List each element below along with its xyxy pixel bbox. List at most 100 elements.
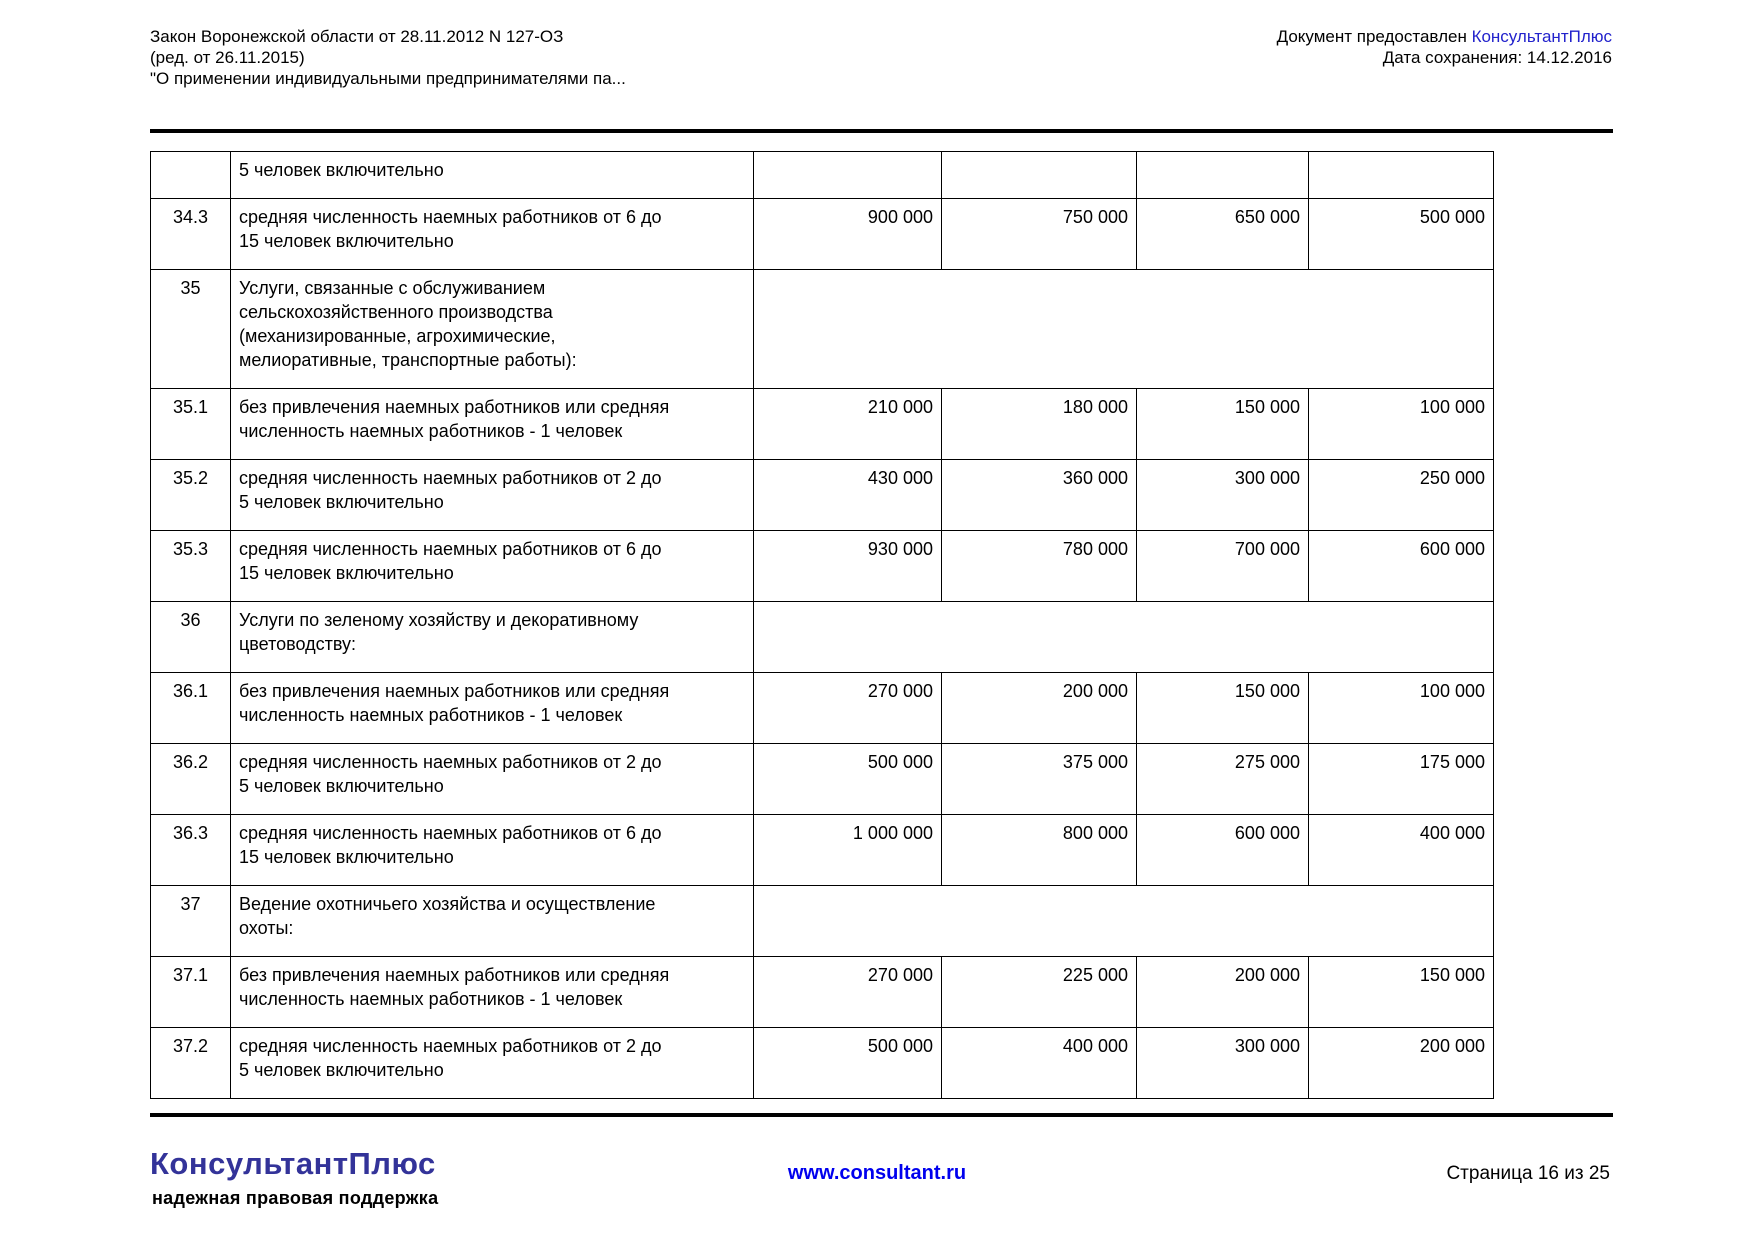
row-number-cell: 34.3 (150, 198, 231, 270)
row-description-cell: без привлечения наемных работников или с… (230, 672, 754, 744)
row-value-cell: 270 000 (753, 956, 942, 1028)
row-value-cell: 360 000 (941, 459, 1137, 531)
row-value-cell: 650 000 (1136, 198, 1309, 270)
row-description-cell: средняя численность наемных работников о… (230, 743, 754, 815)
row-values-merged-empty-cell (753, 269, 1494, 389)
row-value-cell (1136, 151, 1309, 199)
row-description-cell: 5 человек включительно (230, 151, 754, 199)
page-header: Закон Воронежской области от 28.11.2012 … (150, 26, 1612, 89)
row-value-cell: 270 000 (753, 672, 942, 744)
row-value-cell: 180 000 (941, 388, 1137, 460)
row-number-cell: 37 (150, 885, 231, 957)
document-title-line3: "О применении индивидуальными предприним… (150, 69, 626, 88)
row-value-cell: 600 000 (1136, 814, 1309, 886)
footer-divider-rule (150, 1113, 1613, 1117)
provided-by-label: Документ предоставлен (1276, 27, 1472, 46)
document-title-line2: (ред. от 26.11.2015) (150, 48, 305, 67)
row-number-cell: 37.2 (150, 1027, 231, 1099)
row-value-cell: 500 000 (1308, 198, 1494, 270)
header-divider-rule (150, 129, 1613, 133)
row-number-cell: 36.1 (150, 672, 231, 744)
table-row: 36.2 средняя численность наемных работник… (150, 743, 1494, 815)
row-description-cell: Ведение охотничьего хозяйства и осуществ… (230, 885, 754, 957)
logo-tagline: надежная правовая поддержка (152, 1188, 439, 1208)
row-value-cell: 225 000 (941, 956, 1137, 1028)
row-value-cell: 700 000 (1136, 530, 1309, 602)
row-values-merged-empty-cell (753, 601, 1494, 673)
table-row: 37.1 без привлечения наемных работников и… (150, 956, 1494, 1028)
row-description-cell: средняя численность наемных работников о… (230, 198, 754, 270)
table-row: 5 человек включительно (150, 151, 1494, 199)
row-value-cell: 1 000 000 (753, 814, 942, 886)
row-description-cell: средняя численность наемных работников о… (230, 814, 754, 886)
row-value-cell: 930 000 (753, 530, 942, 602)
table-row: 35.3 средняя численность наемных работник… (150, 530, 1494, 602)
document-provenance: Документ предоставлен КонсультантПлюс Да… (1277, 26, 1612, 89)
table-row: 36 Услуги по зеленому хозяйству и декорат… (150, 601, 1494, 673)
row-number-cell: 35.1 (150, 388, 231, 460)
row-number-cell: 36.3 (150, 814, 231, 886)
save-date-label: Дата сохранения: 14.12.2016 (1382, 48, 1612, 67)
row-value-cell: 100 000 (1308, 672, 1494, 744)
row-value-cell: 750 000 (941, 198, 1137, 270)
row-number-cell: 36.2 (150, 743, 231, 815)
row-value-cell: 200 000 (1308, 1027, 1494, 1099)
row-value-cell (753, 151, 942, 199)
row-value-cell: 250 000 (1308, 459, 1494, 531)
row-value-cell: 300 000 (1136, 1027, 1309, 1099)
row-value-cell (1308, 151, 1494, 199)
row-value-cell: 200 000 (941, 672, 1137, 744)
table-row: 35.1 без привлечения наемных работников и… (150, 388, 1494, 460)
row-value-cell: 900 000 (753, 198, 942, 270)
row-value-cell: 150 000 (1136, 672, 1309, 744)
row-value-cell: 600 000 (1308, 530, 1494, 602)
row-values-merged-empty-cell (753, 885, 1494, 957)
row-value-cell: 150 000 (1136, 388, 1309, 460)
patent-values-table: 5 человек включительно 34.3 средняя числен… (150, 151, 1494, 1099)
row-description-cell: средняя численность наемных работников о… (230, 530, 754, 602)
provided-by-line: Документ предоставлен КонсультантПлюс (1277, 26, 1612, 47)
table-row: 34.3 средняя численность наемных работник… (150, 198, 1494, 270)
row-value-cell: 100 000 (1308, 388, 1494, 460)
row-value-cell: 150 000 (1308, 956, 1494, 1028)
table-row: 36.1 без привлечения наемных работников и… (150, 672, 1494, 744)
consultantplus-logo[interactable]: КонсультантПлюс (150, 1146, 436, 1181)
row-value-cell: 400 000 (941, 1027, 1137, 1099)
table-row: 35 Услуги, связанные с обслуживанием сель… (150, 269, 1494, 389)
row-number-cell: 36 (150, 601, 231, 673)
table-row: 37.2 средняя численность наемных работник… (150, 1027, 1494, 1099)
row-description-cell: без привлечения наемных работников или с… (230, 956, 754, 1028)
row-description-cell: средняя численность наемных работников о… (230, 1027, 754, 1099)
row-value-cell: 500 000 (753, 743, 942, 815)
row-value-cell: 500 000 (753, 1027, 942, 1099)
row-value-cell: 300 000 (1136, 459, 1309, 531)
row-value-cell (941, 151, 1137, 199)
row-description-cell: без привлечения наемных работников или с… (230, 388, 754, 460)
page-number: Страница 16 из 25 (1446, 1163, 1610, 1184)
table-row: 37 Ведение охотничьего хозяйства и осущес… (150, 885, 1494, 957)
row-value-cell: 210 000 (753, 388, 942, 460)
consultant-website-link[interactable]: www.consultant.ru (787, 1162, 967, 1184)
row-value-cell: 780 000 (941, 530, 1137, 602)
row-description-cell: средняя численность наемных работников о… (230, 459, 754, 531)
document-title-line1: Закон Воронежской области от 28.11.2012 … (150, 27, 564, 46)
row-description-cell: Услуги, связанные с обслуживанием сельск… (230, 269, 754, 389)
row-value-cell: 400 000 (1308, 814, 1494, 886)
row-description-cell: Услуги по зеленому хозяйству и декоратив… (230, 601, 754, 673)
consultantplus-link[interactable]: КонсультантПлюс (1471, 27, 1612, 46)
row-value-cell: 430 000 (753, 459, 942, 531)
row-value-cell: 800 000 (941, 814, 1137, 886)
row-value-cell: 175 000 (1308, 743, 1494, 815)
row-value-cell: 200 000 (1136, 956, 1309, 1028)
row-number-cell: 37.1 (150, 956, 231, 1028)
row-number-cell: 35.2 (150, 459, 231, 531)
row-value-cell: 275 000 (1136, 743, 1309, 815)
row-number-cell: 35 (150, 269, 231, 389)
row-number-cell: 35.3 (150, 530, 231, 602)
row-number-cell (150, 151, 231, 199)
document-title: Закон Воронежской области от 28.11.2012 … (150, 26, 626, 89)
row-value-cell: 375 000 (941, 743, 1137, 815)
table-row: 36.3 средняя численность наемных работник… (150, 814, 1494, 886)
table-row: 35.2 средняя численность наемных работник… (150, 459, 1494, 531)
